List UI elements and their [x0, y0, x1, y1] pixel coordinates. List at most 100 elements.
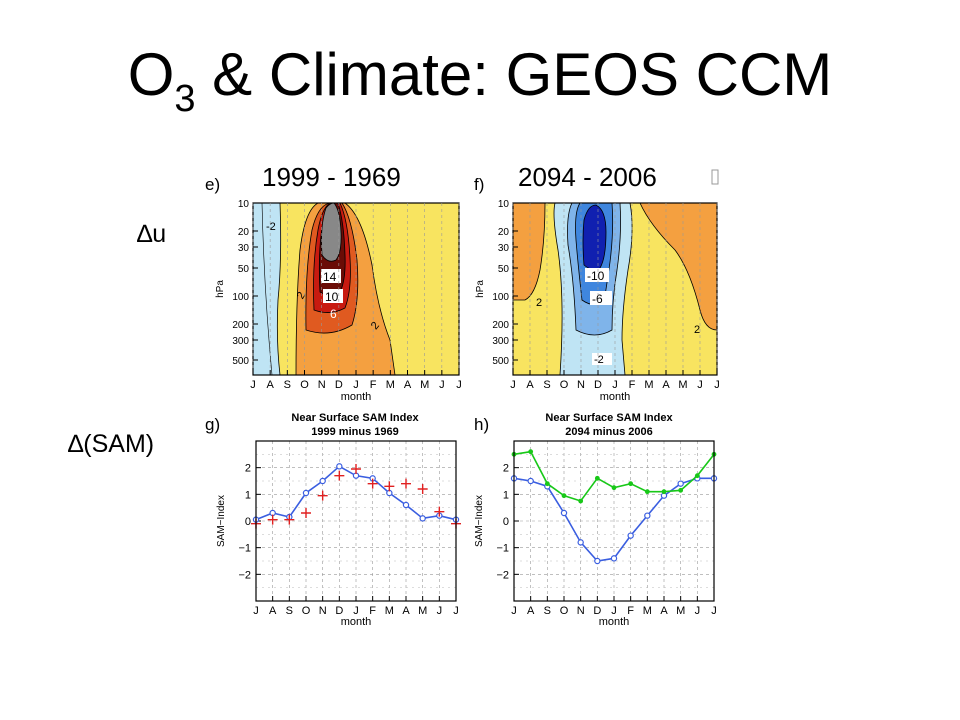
col-head-right-bg [503, 160, 715, 198]
x-tick-label: O [560, 379, 569, 391]
y-tick-label: 500 [232, 356, 249, 367]
data-point-plus [284, 514, 295, 525]
y-axis-label: SAM−Index [216, 495, 227, 547]
x-tick-label: J [437, 605, 443, 617]
y-tick-label: 20 [238, 227, 250, 238]
x-tick-label: J [253, 605, 259, 617]
y-tick-label: −1 [496, 543, 509, 555]
x-tick-label: J [453, 605, 459, 617]
x-tick-label: M [644, 379, 653, 391]
x-tick-label: S [544, 605, 551, 617]
data-point-circle [560, 509, 568, 517]
f-label-bg [585, 268, 609, 282]
y-tick-label: 100 [492, 292, 509, 303]
data-point-circle [677, 480, 684, 487]
y-tick-label: 200 [232, 320, 249, 331]
x-tick-label: J [439, 379, 445, 391]
title-o: O [127, 41, 175, 108]
x-tick-label: N [319, 605, 327, 617]
f-label-bg [590, 291, 612, 305]
e-label-bg [265, 220, 279, 232]
data-point-plus [401, 478, 411, 489]
data-point-plus [434, 506, 445, 517]
x-axis-label: month [600, 391, 631, 403]
y-tick-label: 10 [238, 199, 250, 210]
data-point-circle [527, 477, 534, 485]
x-axis-label: month [341, 391, 372, 403]
column-heading-right: 2094 - 2006 [518, 162, 657, 192]
h-subtitle: 2094 minus 2006 [565, 426, 652, 438]
x-tick-label: J [353, 379, 359, 391]
f-label-neg2: -2 [594, 354, 604, 366]
y-axis-label: hPa [475, 280, 486, 298]
y-tick-label: 100 [232, 292, 249, 303]
y-axis-label: hPa [215, 280, 226, 298]
data-point-circle [319, 477, 326, 485]
panel-label-h: h) [474, 415, 489, 434]
y-tick-label: −2 [496, 569, 509, 581]
f-label-neg10: -10 [587, 269, 605, 283]
x-tick-label: A [527, 605, 535, 617]
f-contour-labels: -10 -6 2 -2 2 [536, 268, 700, 366]
e-label-6: 6 [330, 307, 337, 321]
y-tick-label: 30 [238, 243, 250, 254]
x-tick-label: A [266, 379, 274, 391]
h-title: Near Surface SAM Index [545, 412, 673, 424]
y-tick-label: 300 [232, 336, 249, 347]
title-rest: & Climate: GEOS CCM [195, 41, 833, 108]
x-tick-label: F [370, 379, 377, 391]
y-tick-label: 0 [503, 516, 509, 528]
col-head-left-bg [250, 160, 460, 198]
x-tick-label: A [269, 605, 277, 617]
x-tick-label: A [526, 379, 534, 391]
e-axes: J A S O N D J F M A M J J10203050100200300500monthhP… [215, 199, 462, 403]
e-core [321, 203, 342, 262]
x-tick-label: M [420, 379, 429, 391]
data-point-dot [544, 481, 550, 487]
f-label-neg6: -6 [592, 292, 603, 306]
data-point-circle [627, 532, 634, 539]
x-tick-label: D [594, 379, 602, 391]
y-tick-label: 2 [245, 463, 251, 475]
x-tick-label: D [335, 379, 343, 391]
data-point-plus [384, 481, 395, 492]
data-point-circle [594, 557, 601, 565]
x-tick-label: F [627, 605, 634, 617]
y-tick-label: 1 [503, 489, 509, 501]
y-tick-label: 20 [498, 227, 510, 238]
f-orange-left [513, 203, 546, 301]
data-point-dot [594, 475, 600, 481]
y-tick-label: 1 [245, 489, 251, 501]
x-tick-label: J [250, 379, 256, 391]
data-point-circle [610, 555, 618, 562]
x-tick-label: M [643, 605, 652, 617]
e-label-14: 14 [323, 270, 337, 284]
x-tick-label: J [697, 379, 703, 391]
data-point-plus [301, 508, 311, 518]
x-tick-label: M [678, 379, 687, 391]
y-tick-label: 0 [245, 516, 251, 528]
data-point-dot [578, 498, 584, 504]
panel-h-line: Near Surface SAM Index 2094 minus 2006 J… [474, 412, 718, 628]
x-tick-label: J [711, 605, 717, 617]
y-tick-label: 2 [503, 463, 509, 475]
data-point-circle [577, 539, 584, 546]
panel-g-line: Near Surface SAM Index 1999 minus 1969 J… [216, 412, 461, 628]
e-label-2-left: 2 [295, 290, 308, 301]
x-tick-label: F [629, 379, 636, 391]
data-point-dot [611, 485, 617, 491]
f-orange-right [639, 203, 717, 331]
y-tick-label: 10 [498, 199, 510, 210]
x-tick-label: J [695, 605, 701, 617]
y-tick-label: 200 [492, 320, 509, 331]
f-label-bg [592, 353, 612, 365]
x-tick-label: S [543, 379, 550, 391]
panel-f-contour: -10 -6 2 -2 2 J A S O N D J F M A M J J1020305010020… [475, 199, 720, 403]
x-tick-label: J [353, 605, 359, 617]
x-tick-label: A [404, 379, 412, 391]
data-point-dot [561, 493, 567, 499]
panel-label-g: g) [205, 415, 220, 434]
x-tick-label: S [286, 605, 293, 617]
panel-label-e: e) [205, 175, 220, 194]
